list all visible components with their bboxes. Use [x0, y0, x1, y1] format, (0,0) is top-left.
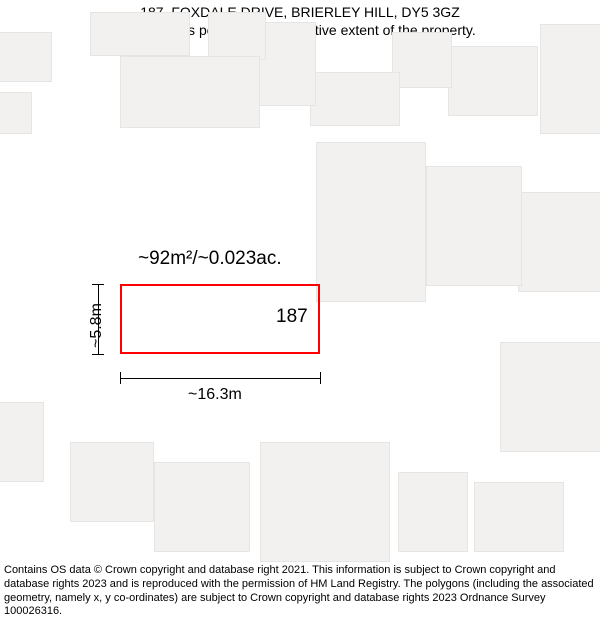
- dimension-height-tick-bottom: [92, 354, 104, 355]
- building-block: [90, 12, 190, 56]
- building-block: [120, 56, 260, 128]
- dimension-width-label: ~16.3m: [188, 386, 242, 404]
- road-cul-de-sac: [44, 356, 128, 404]
- building-block: [474, 482, 564, 552]
- building-block: [260, 442, 390, 562]
- building-block: [208, 12, 266, 60]
- building-block: [0, 402, 44, 482]
- footer-copyright: Contains OS data © Crown copyright and d…: [4, 564, 596, 619]
- building-block: [70, 442, 154, 522]
- building-block: [316, 142, 426, 302]
- building-block: [392, 32, 452, 88]
- area-label: ~92m²/~0.023ac.: [138, 248, 282, 270]
- building-block: [398, 472, 468, 552]
- dimension-width-tick-left: [120, 372, 121, 384]
- building-block: [500, 342, 600, 452]
- dimension-height-label: ~5.8m: [88, 303, 106, 348]
- building-block: [0, 32, 52, 82]
- building-block: [540, 24, 600, 134]
- building-block: [518, 192, 600, 292]
- dimension-width-tick-right: [320, 372, 321, 384]
- building-block: [426, 166, 522, 286]
- house-number-label: 187: [276, 306, 308, 328]
- building-block: [154, 462, 250, 552]
- building-block: [448, 46, 538, 116]
- dimension-height-tick-top: [92, 284, 104, 285]
- page-container: 187, FOXDALE DRIVE, BRIERLEY HILL, DY5 3…: [0, 0, 600, 625]
- building-block: [310, 72, 400, 126]
- map-area: ~92m²/~0.023ac. 187 ~16.3m ~5.8m: [0, 42, 600, 542]
- dimension-width-bar: [120, 378, 320, 379]
- building-block: [0, 92, 32, 134]
